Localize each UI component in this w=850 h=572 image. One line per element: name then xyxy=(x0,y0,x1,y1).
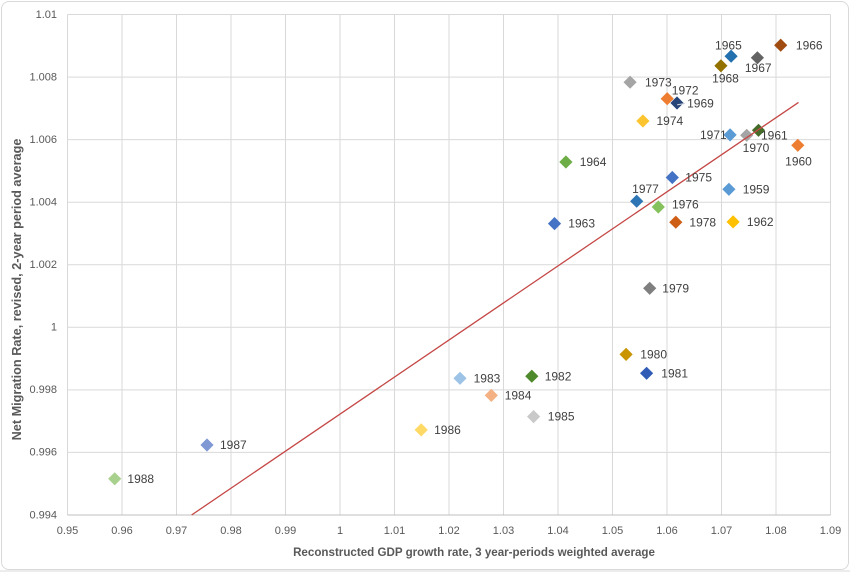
svg-text:1969: 1969 xyxy=(687,96,714,110)
svg-text:0.994: 0.994 xyxy=(29,509,57,521)
svg-text:1961: 1961 xyxy=(761,129,788,143)
svg-text:0.97: 0.97 xyxy=(166,525,187,537)
svg-text:0.996: 0.996 xyxy=(29,447,57,459)
svg-text:1.01: 1.01 xyxy=(384,525,405,537)
svg-text:1: 1 xyxy=(51,322,57,334)
svg-text:1.03: 1.03 xyxy=(493,525,514,537)
svg-text:0.99: 0.99 xyxy=(275,525,296,537)
svg-text:1987: 1987 xyxy=(220,438,247,452)
svg-text:1: 1 xyxy=(337,525,343,537)
svg-text:1.09: 1.09 xyxy=(820,525,841,537)
svg-text:1988: 1988 xyxy=(127,472,154,486)
svg-text:1973: 1973 xyxy=(645,75,672,89)
svg-text:1.004: 1.004 xyxy=(29,197,57,209)
svg-text:1.05: 1.05 xyxy=(602,525,623,537)
svg-text:0.998: 0.998 xyxy=(29,384,57,396)
svg-text:1962: 1962 xyxy=(747,215,774,229)
svg-text:1976: 1976 xyxy=(672,198,699,212)
svg-text:1.04: 1.04 xyxy=(547,525,568,537)
svg-text:1963: 1963 xyxy=(568,217,595,231)
svg-text:1974: 1974 xyxy=(657,114,684,128)
svg-text:1980: 1980 xyxy=(640,348,667,362)
svg-text:Reconstructed GDP growth rate,: Reconstructed GDP growth rate, 3 year-pe… xyxy=(293,546,655,559)
svg-text:1975: 1975 xyxy=(685,171,712,185)
svg-text:1984: 1984 xyxy=(505,389,532,403)
svg-text:1971: 1971 xyxy=(700,128,727,142)
svg-text:1967: 1967 xyxy=(745,61,772,75)
svg-text:1965: 1965 xyxy=(715,39,742,53)
svg-text:0.98: 0.98 xyxy=(220,525,241,537)
svg-text:1.006: 1.006 xyxy=(29,134,57,146)
svg-text:1.06: 1.06 xyxy=(656,525,677,537)
svg-text:1979: 1979 xyxy=(662,282,689,296)
svg-text:0.95: 0.95 xyxy=(57,525,78,537)
svg-text:Net Migration Rate, revised, 2: Net Migration Rate, revised, 2-year peri… xyxy=(10,139,24,441)
svg-text:1978: 1978 xyxy=(689,215,716,229)
svg-text:1970: 1970 xyxy=(743,141,770,155)
svg-text:1.008: 1.008 xyxy=(29,71,57,83)
svg-text:1986: 1986 xyxy=(434,423,461,437)
svg-text:0.96: 0.96 xyxy=(111,525,132,537)
svg-text:1.01: 1.01 xyxy=(36,9,57,21)
svg-text:1968: 1968 xyxy=(712,71,739,85)
svg-text:1.08: 1.08 xyxy=(765,525,786,537)
svg-text:1.07: 1.07 xyxy=(711,525,732,537)
svg-text:1977: 1977 xyxy=(632,182,659,196)
svg-text:1959: 1959 xyxy=(743,182,770,196)
svg-text:1964: 1964 xyxy=(580,155,607,169)
svg-text:1981: 1981 xyxy=(661,366,688,380)
svg-text:1983: 1983 xyxy=(474,372,501,386)
svg-text:1.002: 1.002 xyxy=(29,259,57,271)
svg-text:1966: 1966 xyxy=(796,38,823,52)
svg-text:1985: 1985 xyxy=(548,410,575,424)
svg-text:1982: 1982 xyxy=(545,369,572,383)
svg-text:1960: 1960 xyxy=(785,154,812,168)
svg-text:1.02: 1.02 xyxy=(438,525,459,537)
svg-text:1972: 1972 xyxy=(672,83,699,97)
